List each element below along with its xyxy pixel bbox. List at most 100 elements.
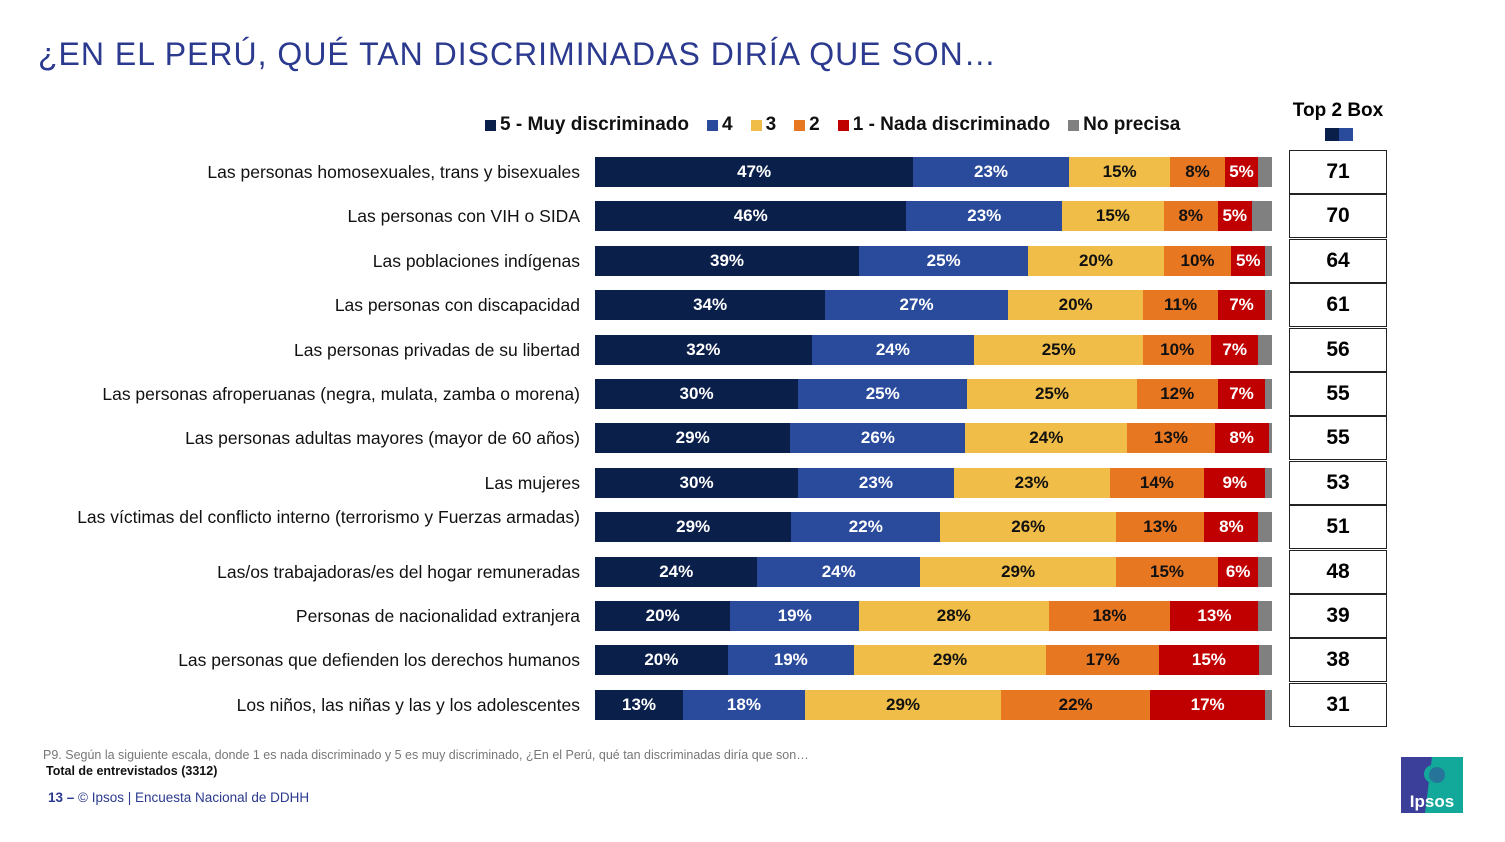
bar-segment: 10% bbox=[1163, 245, 1232, 276]
bar-segment: 39% bbox=[595, 245, 860, 276]
bar-segment: 9% bbox=[1204, 467, 1266, 498]
bar-segment: 29% bbox=[595, 423, 791, 454]
bar-segment: 25% bbox=[967, 379, 1137, 409]
top2box-value: 61 bbox=[1289, 283, 1387, 328]
bar-segment: 20% bbox=[1007, 290, 1144, 321]
bar-segment: 6% bbox=[1217, 556, 1259, 587]
bar-segment bbox=[1265, 379, 1272, 409]
bar-segment bbox=[1265, 245, 1272, 276]
legend-label: 5 - Muy discriminado bbox=[500, 114, 689, 135]
bar-row: 20% 19% 28% 18% 13% bbox=[595, 601, 1272, 631]
legend-swatch bbox=[706, 119, 718, 131]
bar-segment: 17% bbox=[1150, 689, 1266, 720]
bar-row: 34% 27% 20% 11% 7% bbox=[595, 290, 1272, 321]
bar-segment: 13% bbox=[1170, 601, 1259, 631]
bar-segment: 11% bbox=[1143, 290, 1218, 321]
page-number: 13 – bbox=[48, 790, 75, 805]
bar-segment bbox=[1258, 157, 1272, 187]
bar-segment: 28% bbox=[859, 601, 1049, 631]
top2box-value: 51 bbox=[1289, 505, 1387, 550]
bar-segment: 7% bbox=[1217, 379, 1266, 409]
top2box-value: 70 bbox=[1289, 194, 1387, 239]
bar-row: 30% 25% 25% 12% 7% bbox=[595, 379, 1272, 409]
legend-item: 4 bbox=[706, 114, 733, 136]
bar-segment: 5% bbox=[1217, 201, 1252, 232]
bar-segment: 15% bbox=[1116, 556, 1218, 587]
legend-label: No precisa bbox=[1083, 114, 1181, 135]
bar-segment bbox=[1258, 334, 1272, 365]
bar-segment: 8% bbox=[1170, 157, 1225, 187]
bar-segment: 26% bbox=[940, 512, 1117, 543]
bar-segment: 23% bbox=[913, 157, 1069, 187]
bar-row: 20% 19% 29% 17% 15% bbox=[595, 645, 1272, 676]
legend-label: 4 bbox=[721, 114, 733, 135]
bar-segment: 25% bbox=[974, 334, 1144, 365]
legend-item: No precisa bbox=[1068, 114, 1180, 136]
bar-row: 30% 23% 23% 14% 9% bbox=[595, 467, 1272, 498]
bar-segment bbox=[1265, 467, 1272, 498]
legend-label: 1 - Nada discriminado bbox=[852, 114, 1051, 135]
bar-segment bbox=[1258, 512, 1272, 543]
bar-segment: 47% bbox=[595, 157, 914, 187]
bar-segment: 20% bbox=[1028, 245, 1164, 276]
top2box-title: Top 2 Box bbox=[1292, 100, 1384, 121]
bar-segment: 30% bbox=[595, 467, 799, 498]
bar-segment bbox=[1268, 423, 1272, 454]
bar-segment: 22% bbox=[791, 512, 941, 543]
bar-segment bbox=[1251, 201, 1272, 232]
legend: 5 - Muy discriminado 4 3 2 1 - Nada discrimi… bbox=[485, 114, 1198, 136]
top2box-value: 71 bbox=[1289, 150, 1387, 194]
bar-segment: 30% bbox=[595, 379, 799, 409]
legend-item: 3 bbox=[750, 114, 776, 136]
bar-segment: 19% bbox=[727, 645, 854, 676]
bar-segment: 13% bbox=[595, 689, 683, 720]
bar-segment: 17% bbox=[1046, 645, 1160, 676]
ipsos-logo: Ipsos bbox=[1401, 757, 1463, 813]
bar-segment: 34% bbox=[595, 290, 826, 321]
bar-segment: 5% bbox=[1224, 157, 1259, 187]
category-label: Las personas que defienden los derechos … bbox=[178, 650, 580, 671]
category-label: Las personas con discapacidad bbox=[334, 295, 580, 316]
top2box-value: 48 bbox=[1289, 549, 1387, 594]
category-label: Los niños, las niñas y las y los adolesc… bbox=[236, 694, 580, 715]
bar-segment: 8% bbox=[1214, 423, 1269, 454]
footer: 13 – © Ipsos | Encuesta Nacional de DDHH bbox=[48, 790, 309, 805]
bar-row: 24% 24% 29% 15% 6% bbox=[595, 556, 1272, 587]
bar-segment: 29% bbox=[595, 512, 792, 543]
bar-segment: 15% bbox=[1068, 157, 1171, 187]
legend-swatch bbox=[837, 119, 849, 131]
footer-text: © Ipsos | Encuesta Nacional de DDHH bbox=[78, 790, 310, 805]
bar-segment: 24% bbox=[757, 556, 920, 587]
bar-segment bbox=[1258, 645, 1272, 676]
bar-segment: 23% bbox=[798, 467, 954, 498]
bar-segment: 26% bbox=[790, 423, 966, 454]
top2box-value: 56 bbox=[1289, 327, 1387, 372]
category-label: Las personas homosexuales, trans y bisex… bbox=[207, 162, 580, 182]
bar-row: 39% 25% 20% 10% 5% bbox=[595, 245, 1272, 276]
category-label: Las mujeres bbox=[484, 472, 580, 493]
legend-item: 5 - Muy discriminado bbox=[485, 114, 689, 136]
top2box-value: 38 bbox=[1289, 638, 1387, 683]
bar-segment: 29% bbox=[853, 645, 1047, 676]
bar-segment: 29% bbox=[804, 689, 1002, 720]
bar-segment: 24% bbox=[811, 334, 975, 365]
bar-segment: 32% bbox=[595, 334, 812, 365]
category-label: Las personas afroperuanas (negra, mulata… bbox=[102, 384, 580, 404]
top2box-swatch bbox=[1325, 128, 1353, 141]
category-label: Las/os trabajadoras/es del hogar remuner… bbox=[217, 561, 580, 582]
bar-segment: 25% bbox=[859, 245, 1029, 276]
legend-swatch bbox=[750, 119, 762, 131]
bar-segment: 24% bbox=[595, 556, 758, 587]
bar-segment: 19% bbox=[730, 601, 860, 631]
bar-segment: 7% bbox=[1211, 334, 1259, 365]
category-label: Las personas con VIH o SIDA bbox=[347, 206, 580, 227]
legend-label: 2 bbox=[809, 114, 820, 135]
bar-row: 13% 18% 29% 22% 17% bbox=[595, 689, 1272, 720]
bar-row: 46% 23% 15% 8% 5% bbox=[595, 201, 1272, 232]
bar-segment: 13% bbox=[1127, 423, 1215, 454]
bar-segment: 23% bbox=[953, 467, 1110, 498]
bar-segment: 20% bbox=[595, 601, 731, 631]
category-label: Las víctimas del conflicto interno (terr… bbox=[77, 507, 580, 528]
top2box-value: 39 bbox=[1289, 594, 1387, 638]
bar-segment: 8% bbox=[1163, 201, 1218, 232]
